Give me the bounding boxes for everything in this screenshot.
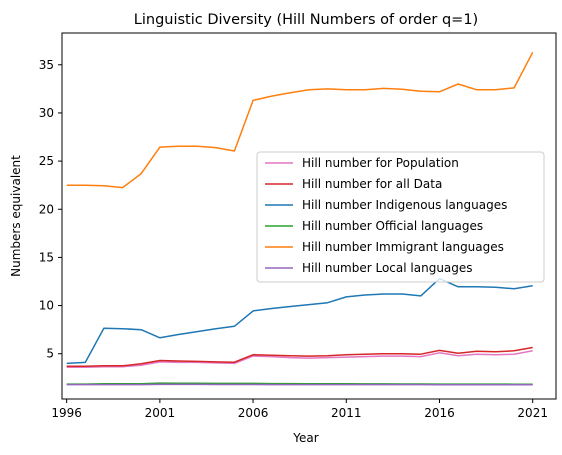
x-tick-label: 1996 (51, 406, 82, 420)
legend-label: Hill number Immigrant languages (302, 240, 504, 254)
y-axis: 5 10 15 20 25 30 35 (39, 58, 62, 361)
x-tick-label: 2016 (424, 406, 455, 420)
y-tick-label: 10 (39, 299, 54, 313)
legend-box (256, 151, 545, 283)
chart-title: Linguistic Diversity (Hill Numbers of or… (134, 12, 478, 28)
legend-label: Hill number Indigenous languages (302, 198, 507, 212)
legend-label: Hill number for Population (302, 156, 459, 170)
y-tick-label: 15 (39, 250, 54, 264)
y-tick-label: 35 (39, 58, 54, 72)
y-tick-label: 20 (39, 202, 54, 216)
y-tick-label: 25 (39, 154, 54, 168)
x-tick-label: 2011 (331, 406, 362, 420)
plot-frame (61, 32, 557, 400)
series-line-0 (66, 350, 533, 368)
legend-label: Hill number for all Data (302, 177, 442, 191)
x-tick-label: 2001 (145, 406, 176, 420)
x-axis: 1996 2001 2006 2011 2016 2021 (51, 399, 548, 420)
x-tick-label: 2021 (517, 406, 548, 420)
y-axis-label: Numbers equivalent (9, 155, 23, 277)
legend: Hill number for Population Hill number fo… (256, 151, 545, 283)
plot-lines (66, 51, 534, 386)
legend-label: Hill number Local languages (302, 261, 473, 275)
series-line-1 (66, 346, 533, 368)
x-axis-label: Year (292, 431, 318, 445)
x-tick-label: 2006 (238, 406, 269, 420)
y-tick-label: 5 (46, 347, 54, 361)
series-line-2 (66, 277, 533, 365)
series-line-4 (66, 51, 534, 189)
y-tick-label: 30 (39, 106, 54, 120)
legend-label: Hill number Official languages (302, 219, 483, 233)
